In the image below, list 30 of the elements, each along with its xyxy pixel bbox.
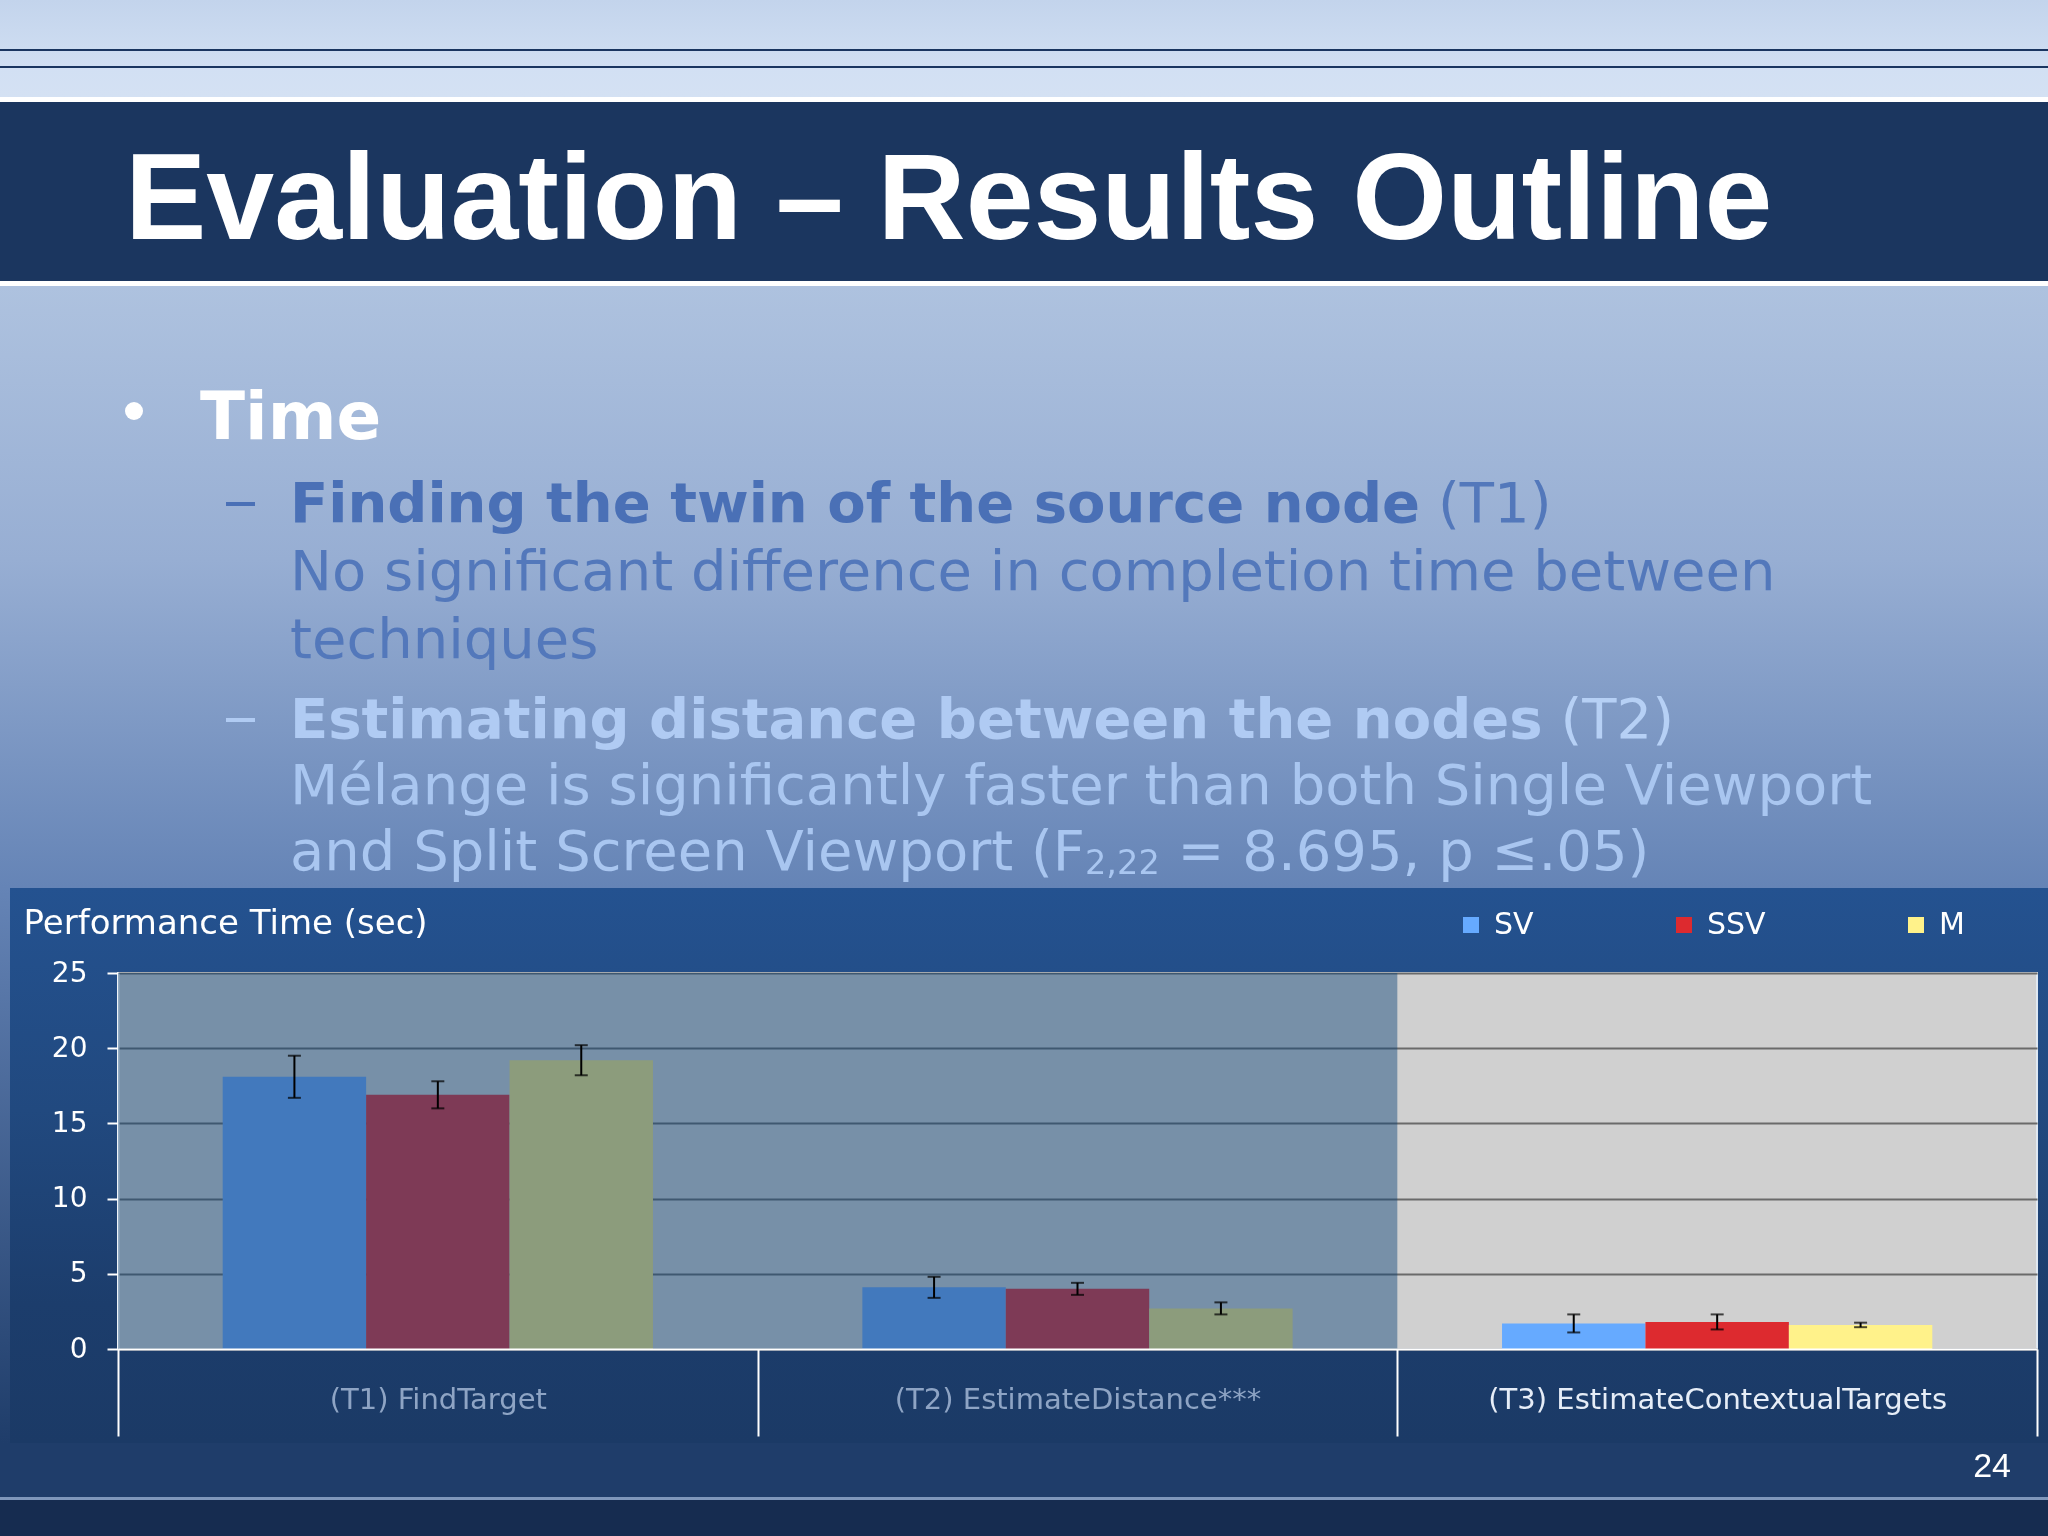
text: No significant difference in completion time between techniques: [290, 537, 1777, 673]
legend-label: SSV: [1707, 906, 1767, 941]
y-tick-label: 20: [51, 1030, 88, 1064]
bar: [509, 1060, 653, 1349]
text: 24: [1973, 1446, 2011, 1484]
y-tick-label: 0: [69, 1331, 88, 1365]
y-tick-label: 10: [51, 1181, 88, 1215]
text: (T2): [1560, 686, 1674, 751]
y-tick-label: 25: [51, 955, 88, 989]
text: Finding the twin of the source node: [290, 470, 1421, 535]
x-tick-label: (T3) EstimateContextualTargets: [1488, 1381, 1948, 1416]
bar: [862, 1287, 1006, 1349]
text: Mélange is significantly faster than both Single Viewport and Split Screen Viewport (F$_{2,22}$ = 8.695, p ≤.05): [290, 752, 1874, 884]
bar: [222, 1076, 367, 1349]
chart-title: Evaluation – Results Outline: [125, 129, 1773, 265]
y-axis-title: Performance Time (sec): [23, 901, 428, 942]
bar: [1788, 1324, 1933, 1349]
bar: [366, 1094, 510, 1349]
bar: [1149, 1308, 1293, 1349]
x-tick-label: (T2) EstimateDistance***: [894, 1381, 1262, 1416]
x-tick-label: (T1) FindTarget: [329, 1381, 547, 1416]
legend-label: SV: [1494, 906, 1535, 941]
text: (T1): [1437, 470, 1552, 535]
text: Time: [200, 378, 382, 455]
legend-label: M: [1939, 906, 1965, 941]
y-tick-label: 5: [69, 1256, 88, 1290]
bar: [1005, 1288, 1150, 1349]
bar: [1502, 1323, 1646, 1349]
y-tick-label: 15: [51, 1105, 88, 1139]
bar: [1645, 1321, 1789, 1349]
